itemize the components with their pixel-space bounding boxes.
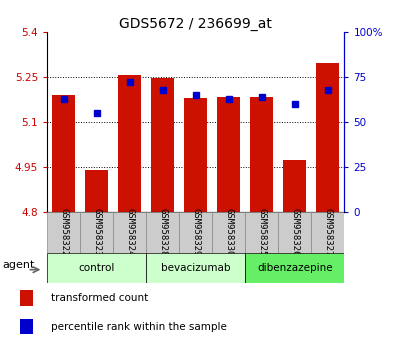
Text: GSM958323: GSM958323	[92, 208, 101, 256]
Bar	[47, 253, 146, 283]
Text: GSM958328: GSM958328	[158, 208, 167, 256]
Text: control: control	[78, 263, 115, 273]
Bar	[151, 79, 174, 212]
Text: GSM958330: GSM958330	[224, 208, 233, 256]
Bar	[283, 160, 306, 212]
Text: percentile rank within the sample: percentile rank within the sample	[52, 322, 227, 332]
Bar	[316, 63, 339, 212]
Text: agent: agent	[2, 259, 35, 269]
Bar	[113, 212, 146, 253]
Text: GSM958327: GSM958327	[323, 208, 332, 256]
Bar	[146, 212, 179, 253]
Bar	[85, 170, 108, 212]
Bar	[146, 253, 245, 283]
Text: dibenzazepine: dibenzazepine	[256, 263, 332, 273]
Bar	[278, 212, 310, 253]
Bar	[47, 212, 80, 253]
Bar	[217, 97, 240, 212]
Bar	[20, 319, 33, 334]
Bar	[80, 212, 113, 253]
Bar	[310, 212, 344, 253]
Text: GSM958325: GSM958325	[257, 208, 266, 256]
Bar	[249, 97, 273, 212]
Text: GSM958322: GSM958322	[59, 208, 68, 256]
Bar	[245, 253, 344, 283]
Bar	[20, 290, 33, 306]
Text: GSM958326: GSM958326	[290, 208, 299, 256]
Text: transformed count: transformed count	[52, 293, 148, 303]
Bar	[212, 212, 245, 253]
Bar	[245, 212, 278, 253]
Text: bevacizumab: bevacizumab	[161, 263, 230, 273]
Bar	[118, 75, 141, 212]
Bar	[179, 212, 212, 253]
Text: GSM958329: GSM958329	[191, 208, 200, 256]
Title: GDS5672 / 236699_at: GDS5672 / 236699_at	[119, 17, 272, 31]
Text: GSM958324: GSM958324	[125, 208, 134, 256]
Bar	[52, 95, 75, 212]
Bar	[184, 98, 207, 212]
